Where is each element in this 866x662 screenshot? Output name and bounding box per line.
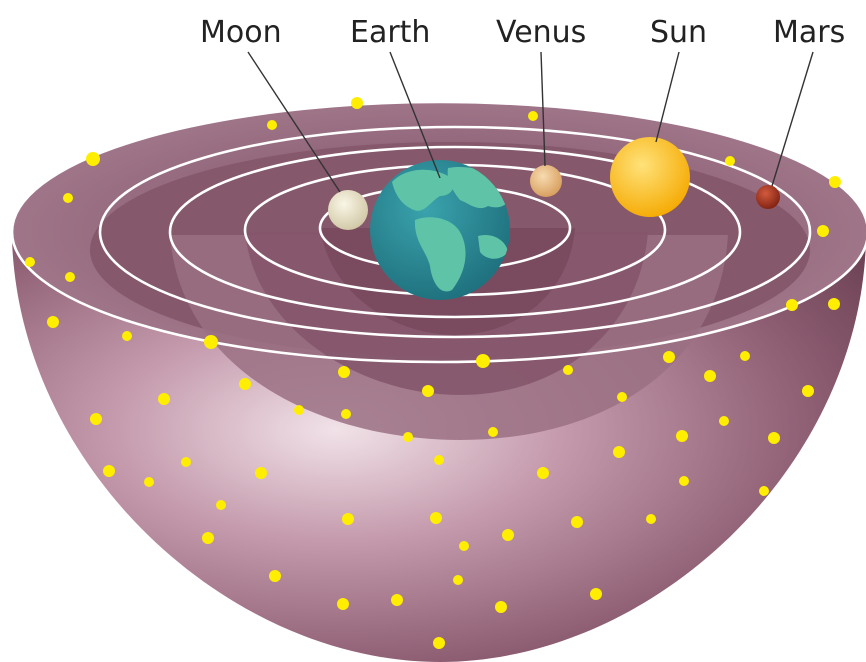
star-icon — [829, 176, 841, 188]
sun-body — [610, 137, 690, 217]
earth-leader-line — [389, 51, 441, 179]
sun-label: Sun — [650, 15, 707, 50]
earth-label: Earth — [350, 15, 430, 50]
star-icon — [422, 385, 434, 397]
star-icon — [255, 467, 267, 479]
star-icon — [590, 588, 602, 600]
star-icon — [802, 385, 814, 397]
star-icon — [351, 97, 363, 109]
star-icon — [86, 152, 100, 166]
orbit-ring-sun — [168, 145, 742, 319]
star-field — [25, 97, 841, 649]
star-icon — [719, 416, 729, 426]
star-icon — [216, 500, 226, 510]
star-icon — [502, 529, 514, 541]
mars-label: Mars — [773, 15, 845, 50]
star-icon — [768, 432, 780, 444]
star-icon — [434, 455, 444, 465]
star-icon — [239, 378, 251, 390]
star-icon — [663, 351, 675, 363]
orbit-ring-outer — [10, 100, 866, 364]
star-icon — [269, 570, 281, 582]
star-icon — [158, 393, 170, 405]
star-icon — [563, 365, 573, 375]
star-icon — [391, 594, 403, 606]
moon-body — [328, 190, 368, 230]
star-icon — [495, 601, 507, 613]
star-icon — [817, 225, 829, 237]
star-icon — [204, 335, 218, 349]
star-icon — [341, 409, 351, 419]
star-icon — [828, 298, 840, 310]
star-icon — [122, 331, 132, 341]
star-icon — [459, 541, 469, 551]
star-icon — [337, 598, 349, 610]
star-icon — [453, 575, 463, 585]
star-icon — [103, 465, 115, 477]
star-icon — [47, 316, 59, 328]
star-icon — [433, 637, 445, 649]
venus-label: Venus — [496, 15, 586, 50]
star-icon — [488, 427, 498, 437]
venus-body — [530, 165, 562, 197]
star-icon — [25, 257, 35, 267]
star-icon — [403, 432, 413, 442]
star-icon — [617, 392, 627, 402]
orbit-ring-mars — [98, 125, 812, 339]
star-icon — [202, 532, 214, 544]
star-icon — [704, 370, 716, 382]
mars-body — [756, 185, 780, 209]
star-icon — [267, 120, 277, 130]
star-icon — [430, 512, 442, 524]
star-icon — [65, 272, 75, 282]
star-icon — [571, 516, 583, 528]
star-icon — [676, 430, 688, 442]
star-icon — [759, 486, 769, 496]
star-icon — [786, 299, 798, 311]
star-icon — [740, 351, 750, 361]
star-icon — [181, 457, 191, 467]
star-icon — [476, 354, 490, 368]
star-icon — [90, 413, 102, 425]
venus-leader-line — [540, 51, 546, 167]
star-icon — [725, 156, 735, 166]
star-icon — [63, 193, 73, 203]
sun-leader-line — [655, 51, 680, 143]
star-icon — [679, 476, 689, 486]
star-icon — [613, 446, 625, 458]
moon-label: Moon — [200, 15, 282, 50]
star-icon — [294, 405, 304, 415]
star-icon — [338, 366, 350, 378]
star-icon — [646, 514, 656, 524]
star-icon — [528, 111, 538, 121]
star-icon — [537, 467, 549, 479]
earth-globe — [370, 160, 510, 300]
star-icon — [342, 513, 354, 525]
star-icon — [144, 477, 154, 487]
moon-leader-line — [247, 51, 341, 193]
mars-leader-line — [771, 51, 814, 187]
